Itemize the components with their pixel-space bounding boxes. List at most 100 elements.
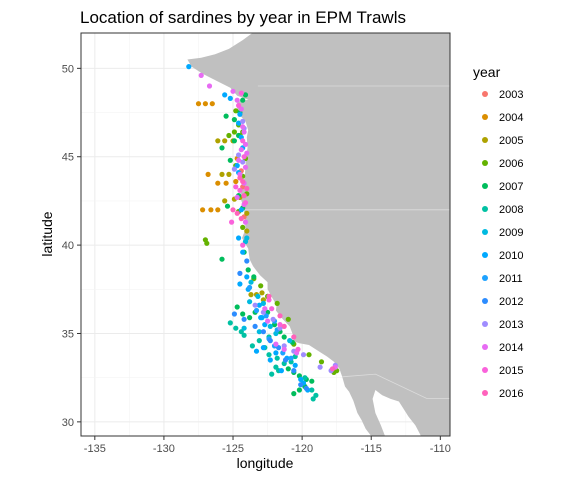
point-2016 (266, 293, 272, 299)
point-2006 (318, 359, 325, 365)
legend-label-2008: 2008 (499, 204, 523, 216)
point-2015 (277, 322, 283, 328)
point-2010 (236, 235, 242, 241)
point-2012 (298, 382, 304, 388)
point-2010 (244, 274, 250, 280)
plot-panel (80, 32, 451, 437)
legend: year 2003 2004 2005 2006 2007 2008 2009 2010 201… (473, 64, 523, 400)
point-2013 (240, 118, 246, 124)
point-2010 (227, 95, 233, 101)
point-2015 (238, 90, 244, 96)
point-2012 (276, 345, 282, 351)
point-2010 (292, 362, 298, 368)
point-2012 (244, 258, 250, 264)
point-2009 (248, 279, 254, 285)
legend-label-2007: 2007 (499, 181, 523, 193)
point-2007 (245, 267, 251, 273)
point-2014 (265, 318, 271, 324)
point-2005 (222, 138, 228, 144)
point-2015 (236, 102, 242, 109)
x-axis-ticks: -135 -130 -125 -120 -115 -110 (84, 436, 451, 455)
point-2015 (240, 242, 246, 248)
chart-title: Location of sardines by year in EPM Traw… (80, 8, 406, 27)
point-2010 (278, 368, 284, 374)
point-2013 (300, 352, 307, 358)
legend-key-2013 (482, 321, 488, 327)
point-2010 (256, 302, 262, 308)
y-tick-label: 40 (62, 240, 74, 252)
point-2009 (247, 299, 253, 305)
x-tick-label: -125 (222, 443, 244, 455)
point-2005 (226, 171, 232, 177)
legend-key-2015 (482, 367, 488, 373)
point-2013 (231, 166, 237, 172)
point-2008 (310, 396, 316, 402)
point-2015 (240, 138, 246, 144)
point-2014 (242, 164, 249, 170)
point-2010 (237, 111, 243, 117)
point-2010 (259, 315, 265, 321)
point-2007 (231, 138, 237, 144)
point-2014 (234, 97, 240, 103)
legend-label-2005: 2005 (499, 135, 523, 147)
legend-key-2004 (482, 114, 488, 120)
point-2007 (251, 274, 257, 280)
legend-key-2012 (482, 298, 488, 304)
point-2012 (231, 311, 237, 317)
legend-label-2004: 2004 (499, 112, 523, 124)
x-tick-label: -130 (153, 443, 175, 455)
point-2014 (242, 219, 249, 225)
point-2014 (236, 157, 242, 163)
point-2004 (233, 178, 239, 185)
point-2016 (237, 175, 243, 181)
point-2016 (234, 210, 240, 216)
point-2011 (253, 307, 260, 314)
legend-key-2009 (482, 229, 488, 235)
point-2014 (238, 147, 244, 153)
point-2006 (204, 240, 210, 246)
point-2007 (231, 117, 237, 123)
legend-label-2003: 2003 (499, 89, 523, 101)
point-2006 (306, 352, 312, 358)
legend-label-2015: 2015 (499, 365, 523, 377)
point-2007 (309, 378, 315, 384)
point-2010 (236, 120, 242, 126)
point-2007 (285, 366, 291, 372)
y-axis-label: latitude (39, 211, 55, 256)
point-2016 (238, 216, 244, 222)
legend-title: year (473, 64, 501, 80)
point-2014 (234, 194, 240, 200)
point-2007 (219, 145, 225, 151)
point-2016 (241, 193, 247, 199)
point-2005 (222, 198, 228, 204)
point-2015 (269, 306, 275, 312)
point-2012 (303, 385, 309, 391)
point-2008 (313, 392, 319, 398)
point-2014 (244, 150, 250, 156)
y-tick-label: 30 (62, 417, 74, 429)
point-2008 (269, 371, 275, 377)
point-2012 (252, 323, 258, 329)
point-2010 (186, 64, 192, 70)
point-2009 (256, 329, 262, 335)
legend-label-2011: 2011 (499, 273, 523, 285)
point-2010 (222, 92, 228, 98)
x-tick-label: -135 (84, 443, 106, 455)
point-2004 (200, 207, 206, 213)
point-2014 (230, 88, 236, 94)
point-2004 (215, 207, 221, 213)
point-2014 (281, 346, 287, 352)
point-2006 (285, 316, 291, 322)
point-2004 (215, 180, 221, 186)
point-2009 (241, 325, 247, 331)
point-2016 (291, 334, 297, 340)
point-2008 (233, 325, 239, 331)
point-2008 (302, 375, 308, 381)
point-2006 (274, 300, 280, 306)
point-2013 (270, 316, 276, 322)
point-2009 (287, 338, 293, 344)
point-2008 (241, 332, 247, 338)
point-2012 (267, 338, 273, 344)
land-mass (187, 33, 450, 436)
